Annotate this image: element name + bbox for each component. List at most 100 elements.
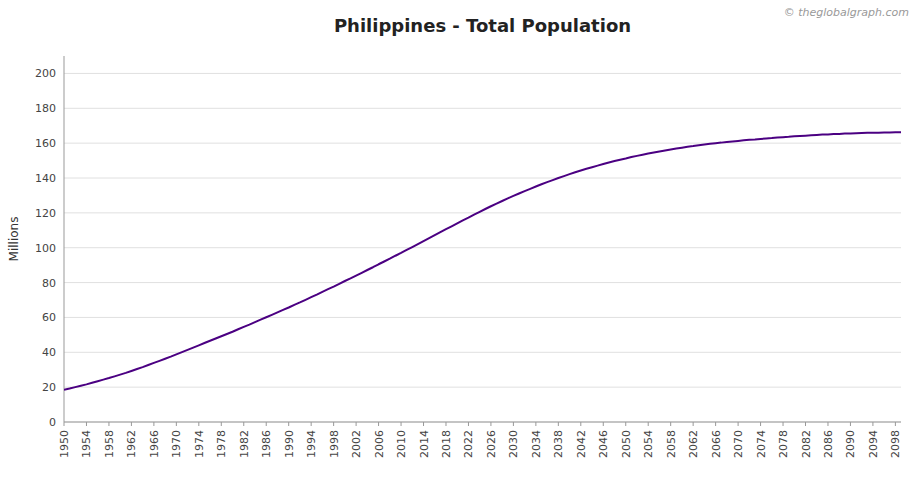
grid-line (64, 178, 901, 179)
x-tick-label: 2086 (822, 430, 835, 458)
x-tick-label: 2006 (373, 430, 386, 458)
x-tick (895, 422, 896, 426)
x-tick (468, 422, 469, 426)
x-tick-label: 1950 (58, 430, 71, 458)
x-tick-label: 1986 (260, 430, 273, 458)
x-tick-label: 2022 (462, 430, 475, 458)
x-tick (693, 422, 694, 426)
grid-line (64, 282, 901, 283)
x-tick (221, 422, 222, 426)
x-tick-label: 2078 (777, 430, 790, 458)
x-tick (108, 422, 109, 426)
x-tick-label: 2046 (597, 430, 610, 458)
grid-line (64, 247, 901, 248)
x-tick-label: 2058 (665, 430, 678, 458)
x-tick-label: 2026 (485, 430, 498, 458)
x-tick (558, 422, 559, 426)
x-tick (311, 422, 312, 426)
x-tick (378, 422, 379, 426)
x-tick (670, 422, 671, 426)
y-tick-label: 140 (35, 172, 56, 185)
x-tick (850, 422, 851, 426)
x-tick-label: 1962 (125, 430, 138, 458)
x-tick-label: 2066 (710, 430, 723, 458)
y-tick-label: 0 (49, 416, 56, 429)
x-tick-label: 2054 (642, 430, 655, 458)
grid-line (64, 352, 901, 353)
x-tick-label: 1998 (328, 430, 341, 458)
x-tick (266, 422, 267, 426)
x-tick-label: 2010 (395, 430, 408, 458)
data-group (64, 132, 901, 389)
x-tick (625, 422, 626, 426)
x-tick-label: 2038 (552, 430, 565, 458)
x-tick-label: 1954 (80, 430, 93, 458)
x-tick-label: 1990 (283, 430, 296, 458)
x-tick (783, 422, 784, 426)
x-tick-label: 1974 (193, 430, 206, 458)
x-tick (356, 422, 357, 426)
x-tick (333, 422, 334, 426)
y-grid (64, 73, 901, 422)
y-axis-label: Millions (7, 217, 21, 262)
x-tick (490, 422, 491, 426)
x-tick (513, 422, 514, 426)
x-tick (153, 422, 154, 426)
x-tick-label: 1958 (103, 430, 116, 458)
chart-container: 0204060801001201401601802001950195419581… (0, 0, 919, 484)
x-tick-label: 1994 (305, 430, 318, 458)
x-tick-label: 2030 (507, 430, 520, 458)
x-tick-label: 2090 (844, 430, 857, 458)
x-tick (827, 422, 828, 426)
x-tick (288, 422, 289, 426)
x-tick (423, 422, 424, 426)
x-tick-label: 1978 (215, 430, 228, 458)
x-tick (198, 422, 199, 426)
y-tick-label: 200 (35, 67, 56, 80)
x-tick-label: 2082 (800, 430, 813, 458)
y-axis-line (64, 56, 65, 422)
x-tick (535, 422, 536, 426)
x-tick (805, 422, 806, 426)
x-tick (648, 422, 649, 426)
x-tick (64, 422, 65, 426)
y-tick-label: 60 (42, 311, 56, 324)
x-tick (760, 422, 761, 426)
grid-line (64, 212, 901, 213)
x-tick-label: 2018 (440, 430, 453, 458)
x-tick-label: 2070 (732, 430, 745, 458)
background (0, 0, 919, 484)
population-line (64, 132, 901, 389)
watermark: © theglobalgraph.com (784, 6, 909, 19)
y-tick-label: 100 (35, 242, 56, 255)
grid-line (64, 317, 901, 318)
x-tick (401, 422, 402, 426)
x-tick-label: 2074 (755, 430, 768, 458)
grid-line (64, 422, 901, 423)
chart-svg: 0204060801001201401601802001950195419581… (0, 0, 919, 484)
x-tick (243, 422, 244, 426)
x-tick (131, 422, 132, 426)
x-tick (580, 422, 581, 426)
grid-line (64, 143, 901, 144)
y-tick-label: 180 (35, 102, 56, 115)
x-axis-line (64, 422, 901, 423)
grid-line (64, 387, 901, 388)
x-tick (176, 422, 177, 426)
x-tick-label: 2002 (350, 430, 363, 458)
y-tick-label: 40 (42, 346, 56, 359)
x-tick (445, 422, 446, 426)
x-tick-label: 1970 (170, 430, 183, 458)
x-tick-label: 2098 (889, 430, 902, 458)
y-tick-label: 20 (42, 381, 56, 394)
x-tick (715, 422, 716, 426)
x-tick-label: 2094 (867, 430, 880, 458)
x-tick (872, 422, 873, 426)
x-tick (86, 422, 87, 426)
x-tick-label: 1982 (238, 430, 251, 458)
x-tick-label: 2034 (530, 430, 543, 458)
y-tick-label: 160 (35, 137, 56, 150)
x-tick-label: 2050 (620, 430, 633, 458)
y-tick-label: 120 (35, 207, 56, 220)
x-tick-label: 2042 (575, 430, 588, 458)
